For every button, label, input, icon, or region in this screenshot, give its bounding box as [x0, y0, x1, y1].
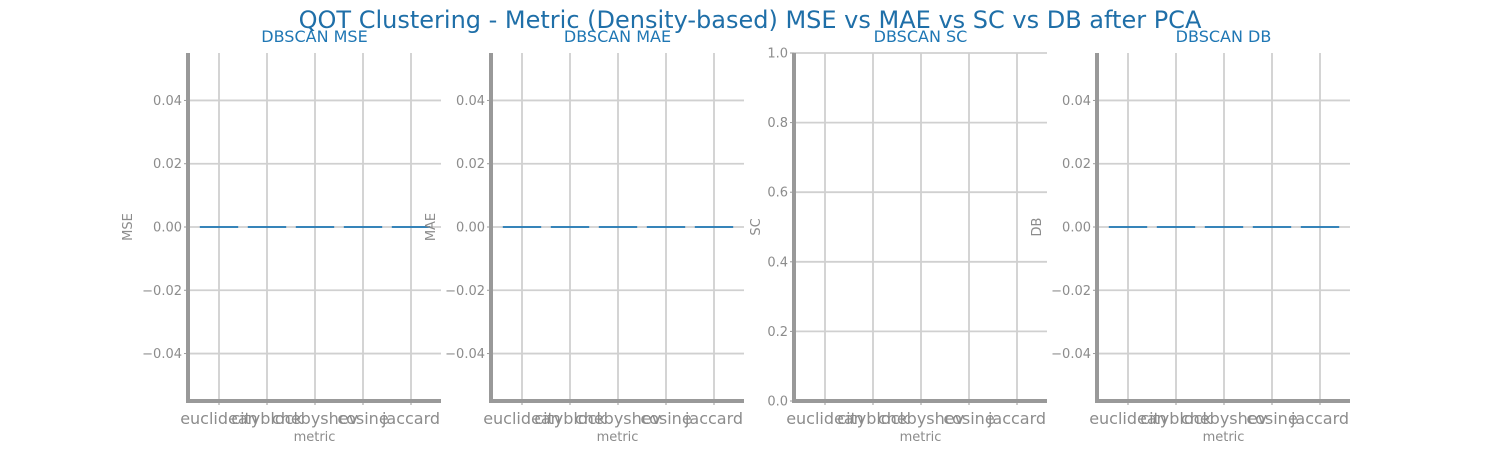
y-tick-label: −0.04: [1051, 347, 1091, 362]
x-tick-label: jaccard: [684, 409, 743, 428]
y-tick-label: −0.02: [445, 284, 485, 299]
x-axis-label: metric: [900, 430, 942, 445]
x-tick-label: cosine: [337, 409, 388, 428]
x-tick-label: euclidean: [483, 409, 561, 428]
x-tick-label: chebyshev: [575, 409, 661, 428]
x-axis-label: metric: [597, 430, 639, 445]
chart-panel-1: −0.04 −0.02 0.00 0.02 0.04 euclideancityblock…: [121, 27, 441, 445]
x-tick-label: jaccard: [1290, 409, 1349, 428]
y-axis-label: DB: [1030, 218, 1045, 237]
chart-panel-3: 0.0 0.2 0.4 0.6 0.8 1.0 euclideancityblockcheb…: [749, 27, 1047, 445]
x-tick-label: euclidean: [180, 409, 258, 428]
y-tick-label: 0.04: [1062, 94, 1091, 109]
y-tick-label: 1.0: [767, 47, 788, 62]
y-axis-label: MSE: [121, 213, 136, 241]
x-axis-label: metric: [1203, 430, 1245, 445]
x-tick-label: euclidean: [1089, 409, 1167, 428]
panel-title: DBSCAN MSE: [261, 27, 367, 46]
y-tick-label: 0.6: [767, 186, 788, 201]
y-tick-label: 0.0: [767, 395, 788, 410]
y-tick-label: 0.02: [1062, 157, 1091, 172]
panel-title: DBSCAN MAE: [564, 27, 671, 46]
x-tick-label: euclidean: [786, 409, 864, 428]
y-axis-label: SC: [749, 218, 764, 235]
y-tick-label: −0.04: [142, 347, 182, 362]
x-tick-label: cosine: [943, 409, 994, 428]
x-tick-label: cityblock: [231, 409, 303, 428]
x-axis-label: metric: [294, 430, 336, 445]
y-tick-label: 0.4: [767, 255, 788, 270]
x-tick-label: chebyshev: [878, 409, 964, 428]
y-tick-label: 0.00: [456, 221, 485, 236]
y-tick-label: 0.02: [153, 157, 182, 172]
x-tick-label: cityblock: [837, 409, 909, 428]
x-tick-label: jaccard: [987, 409, 1046, 428]
x-tick-label: cityblock: [1140, 409, 1212, 428]
x-tick-label: chebyshev: [1181, 409, 1267, 428]
panel-title: DBSCAN SC: [874, 27, 968, 46]
panel-title: DBSCAN DB: [1176, 27, 1272, 46]
y-tick-label: 0.2: [767, 325, 788, 340]
y-tick-label: 0.04: [153, 94, 182, 109]
x-tick-label: cosine: [1246, 409, 1297, 428]
y-tick-label: 0.8: [767, 116, 788, 131]
y-tick-label: 0.00: [153, 221, 182, 236]
y-tick-label: −0.02: [142, 284, 182, 299]
y-tick-label: 0.02: [456, 157, 485, 172]
x-tick-label: jaccard: [381, 409, 440, 428]
figure-title: QOT Clustering - Metric (Density-based) …: [299, 6, 1202, 34]
chart-panel-4: −0.04 −0.02 0.00 0.02 0.04 euclideancityblock…: [1030, 27, 1350, 445]
x-tick-label: cityblock: [534, 409, 606, 428]
y-tick-label: 0.00: [1062, 221, 1091, 236]
y-tick-label: 0.04: [456, 94, 485, 109]
x-tick-label: cosine: [640, 409, 691, 428]
y-tick-label: −0.04: [445, 347, 485, 362]
y-tick-label: −0.02: [1051, 284, 1091, 299]
x-tick-label: chebyshev: [272, 409, 358, 428]
chart-panel-2: −0.04 −0.02 0.00 0.02 0.04 euclideancityblock…: [424, 27, 744, 445]
y-axis-label: MAE: [424, 213, 439, 241]
